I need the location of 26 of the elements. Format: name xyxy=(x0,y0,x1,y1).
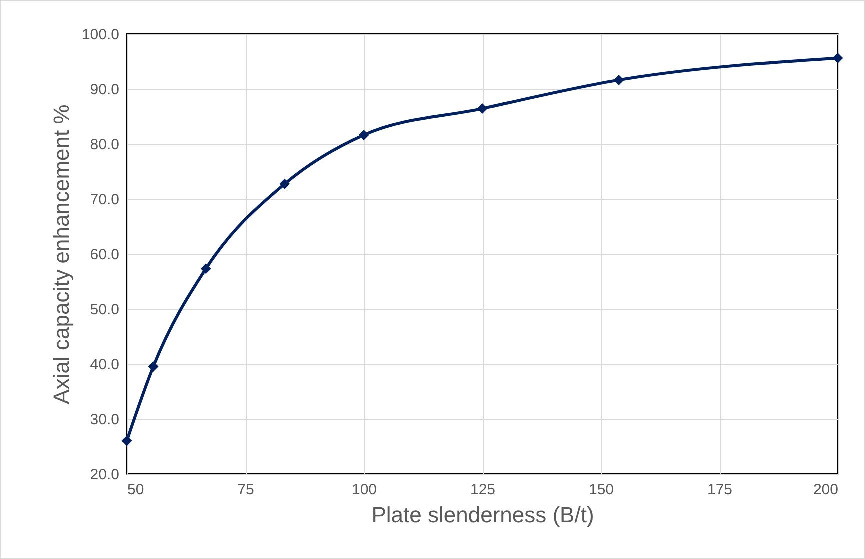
x-tick-label: 175 xyxy=(707,482,733,498)
y-tick-label: 100.0 xyxy=(82,26,120,44)
x-axis-title: Plate slenderness (B/t) xyxy=(372,502,594,528)
y-tick-label: 80.0 xyxy=(90,136,120,154)
point xyxy=(477,104,488,114)
x-tick-label: 100 xyxy=(352,482,378,498)
point xyxy=(200,264,212,274)
point xyxy=(832,52,844,64)
y-tick-label: 50.0 xyxy=(90,302,120,318)
point xyxy=(148,362,159,372)
y-tick-label: 30.0 xyxy=(90,412,120,428)
y-axis-title: Axial capacity enhancement % xyxy=(48,104,74,404)
point xyxy=(614,74,624,86)
x-tick-label: 75 xyxy=(238,482,254,498)
x-tick-label: 50 xyxy=(128,482,144,498)
y-tick-label: 60.0 xyxy=(90,246,120,264)
point xyxy=(122,436,132,446)
y-tick-label: 40.0 xyxy=(90,356,120,374)
y-tick-label: 20.0 xyxy=(90,466,120,484)
point xyxy=(358,130,370,140)
x-tick-label: 200 xyxy=(813,482,838,498)
x-tick-label: 150 xyxy=(588,482,614,498)
point xyxy=(280,178,290,190)
y-tick-label: 70.0 xyxy=(90,192,120,208)
y-tick-label: 90.0 xyxy=(90,82,120,98)
x-tick-label: 125 xyxy=(470,482,496,498)
